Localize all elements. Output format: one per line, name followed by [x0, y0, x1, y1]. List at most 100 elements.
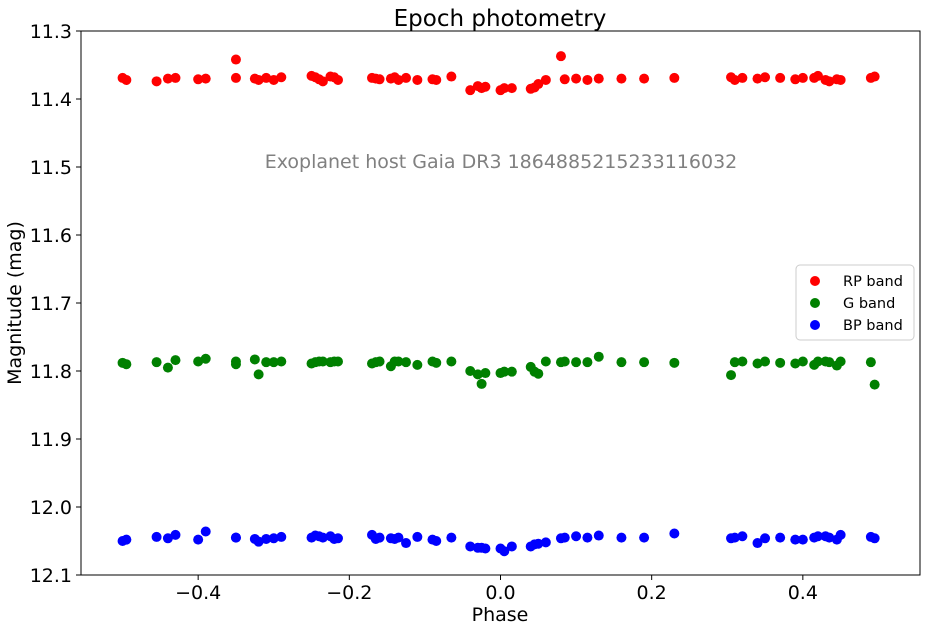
- rp-band-point: [729, 74, 740, 85]
- rp-band-point: [571, 73, 582, 84]
- legend-label-g-band: G band: [843, 296, 895, 312]
- g-band-point: [121, 359, 132, 370]
- rp-band-point: [480, 81, 491, 92]
- rp-band-point: [824, 76, 835, 87]
- g-band-point: [261, 357, 272, 368]
- plot-annotation: Exoplanet host Gaia DR3 1864885215233116…: [265, 151, 738, 173]
- rp-band-point: [317, 76, 328, 87]
- x-tick-label: −0.4: [175, 582, 221, 604]
- bp-band-point: [193, 534, 204, 545]
- rp-band-point: [775, 72, 786, 83]
- rp-band-point: [162, 73, 173, 84]
- bp-band-point: [499, 546, 510, 557]
- g-band-point: [374, 356, 385, 367]
- bp-band-point: [465, 541, 476, 552]
- bp-band-point: [571, 531, 582, 542]
- y-tick-label: 11.4: [30, 89, 72, 111]
- x-tick-label: 0.2: [637, 582, 667, 604]
- g-band-point: [401, 357, 412, 368]
- rp-band-point: [393, 74, 404, 85]
- bp-band-series: [117, 526, 880, 557]
- chart-title: Epoch photometry: [394, 6, 607, 32]
- g-band-point: [752, 358, 763, 369]
- bp-band-point: [230, 532, 241, 543]
- g-band-point: [162, 362, 173, 373]
- g-band-point: [835, 356, 846, 367]
- y-tick-label: 11.5: [30, 157, 72, 179]
- y-tick-label: 11.8: [30, 361, 72, 383]
- rp-band-point: [261, 72, 272, 83]
- bp-band-point: [332, 533, 343, 544]
- rp-band-point: [797, 72, 808, 83]
- rp-band-point: [869, 71, 880, 82]
- y-tick-label: 12.1: [30, 565, 72, 587]
- y-tick-label: 11.3: [30, 21, 72, 43]
- legend: RP band G band BP band: [795, 264, 915, 341]
- legend-marker-rp-band: [810, 276, 820, 286]
- bp-band-point: [593, 530, 604, 541]
- bp-band-point: [797, 534, 808, 545]
- rp-band-point: [268, 74, 279, 85]
- g-band-point: [431, 357, 442, 368]
- g-band-point: [729, 357, 740, 368]
- rp-band-point: [555, 51, 566, 62]
- y-tick-label: 11.9: [30, 429, 72, 451]
- bp-band-point: [151, 531, 162, 542]
- g-band-point: [499, 366, 510, 377]
- g-band-point: [332, 356, 343, 367]
- bp-band-point: [393, 532, 404, 543]
- rp-band-point: [499, 83, 510, 94]
- rp-band-point: [639, 73, 650, 84]
- g-band-point: [317, 356, 328, 367]
- g-band-point: [472, 369, 483, 380]
- bp-band-point: [506, 541, 517, 552]
- rp-band-point: [431, 74, 442, 85]
- g-band-point: [506, 366, 517, 377]
- legend-label-bp-band: BP band: [843, 318, 903, 334]
- g-band-point: [276, 356, 287, 367]
- g-band-point: [268, 357, 279, 368]
- g-band-point: [669, 357, 680, 368]
- g-band-point: [393, 356, 404, 367]
- rp-band-point: [170, 72, 181, 83]
- rp-band-point: [790, 74, 801, 85]
- g-band-point: [790, 358, 801, 369]
- bp-band-point: [540, 537, 551, 548]
- g-band-series: [117, 351, 880, 390]
- rp-band-point: [669, 72, 680, 83]
- bp-band-point: [760, 533, 771, 544]
- g-band-point: [593, 351, 604, 362]
- g-band-point: [230, 359, 241, 370]
- bp-band-point: [200, 526, 211, 537]
- rp-band-point: [332, 74, 343, 85]
- bp-band-point: [431, 536, 442, 546]
- axis-ticks: −0.4 −0.2 0.0 0.2 0.4 11.3 11.4 11.5 11.6 11.7 11.…: [30, 21, 818, 604]
- rp-band-point: [193, 74, 204, 85]
- g-band-point: [193, 356, 204, 367]
- bp-band-point: [835, 529, 846, 540]
- rp-band-point: [540, 74, 551, 85]
- rp-band-point: [374, 74, 385, 85]
- x-tick-label: −0.2: [326, 582, 372, 604]
- bp-band-point: [533, 538, 544, 549]
- rp-band-point: [412, 74, 423, 85]
- g-band-point: [775, 357, 786, 368]
- bp-band-point: [253, 536, 264, 547]
- x-axis-title: Phase: [472, 604, 529, 626]
- bp-band-point: [869, 533, 880, 544]
- g-band-point: [812, 356, 823, 367]
- rp-band-point: [151, 76, 162, 87]
- g-band-point: [480, 368, 491, 379]
- bp-band-point: [480, 543, 491, 554]
- bp-band-point: [616, 532, 627, 543]
- rp-band-point: [506, 83, 517, 94]
- g-band-point: [737, 356, 748, 367]
- bp-band-point: [812, 531, 823, 542]
- g-band-point: [540, 356, 551, 367]
- g-band-point: [824, 357, 835, 368]
- g-band-point: [639, 357, 650, 368]
- bp-band-point: [737, 531, 748, 542]
- bp-band-point: [824, 532, 835, 543]
- y-tick-label: 12.0: [30, 497, 72, 519]
